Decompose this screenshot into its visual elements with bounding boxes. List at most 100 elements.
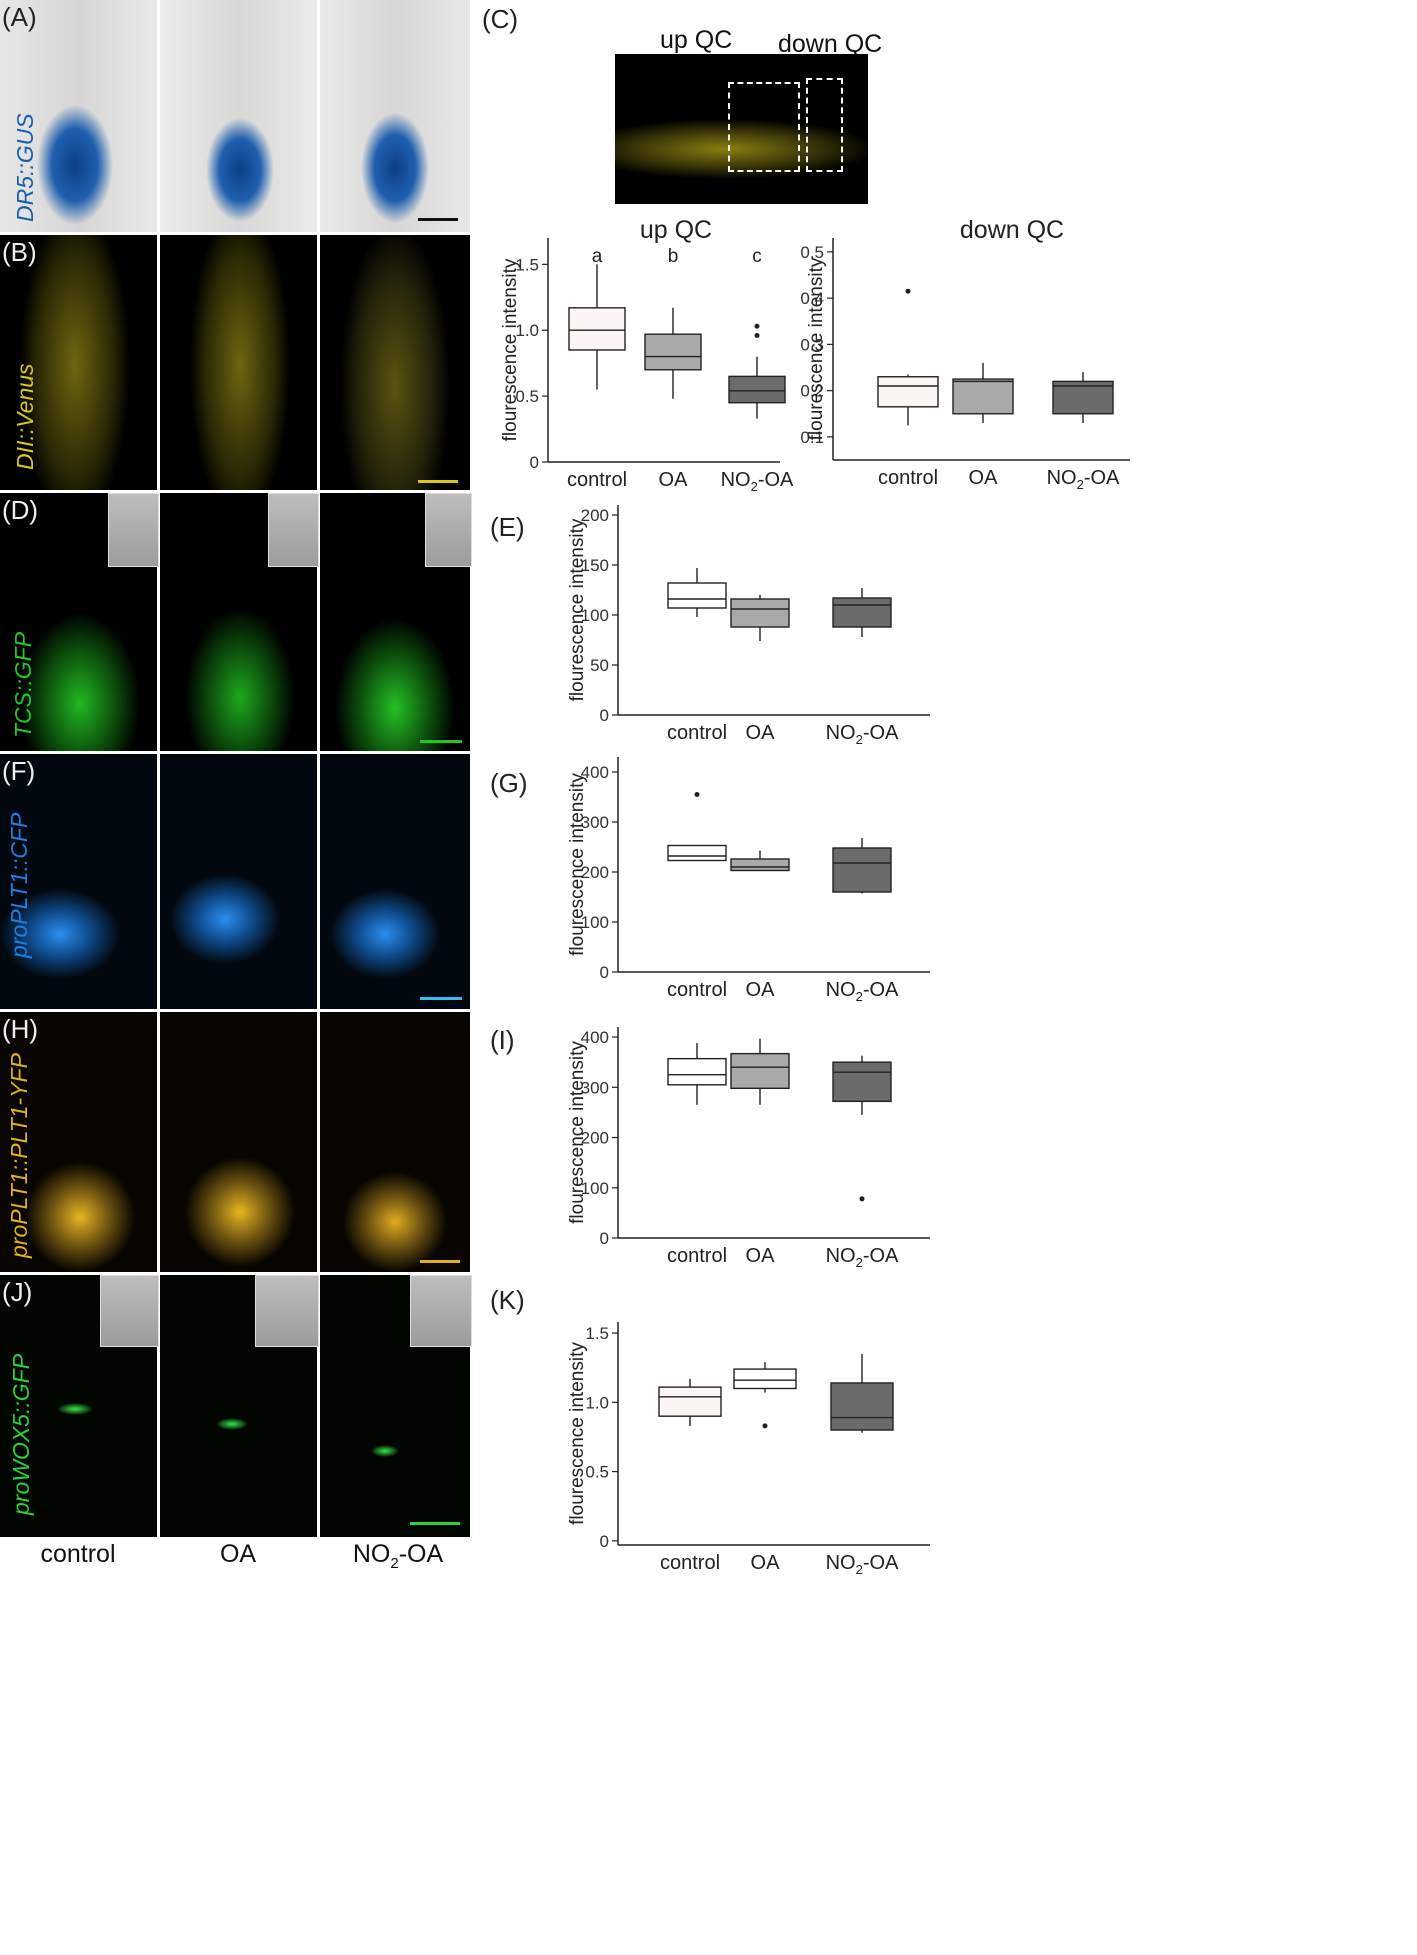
box-no2oa: [832, 838, 892, 894]
y-axis-label: flourescence intensity: [567, 518, 588, 701]
micrograph-plt1-yfp-control: [0, 1012, 157, 1272]
x-tick-label: NO2-OA: [826, 1552, 899, 1577]
box-iqr: [730, 858, 790, 872]
scale-bar-j: [410, 1522, 460, 1525]
y-tick-label: 300: [581, 1078, 609, 1097]
x-tick-label: OA: [746, 979, 776, 1001]
y-tick-label: 0.4: [800, 289, 824, 308]
significance-letter: b: [668, 246, 679, 267]
box-iqr: [730, 1052, 790, 1089]
y-axis-label: flourescence intensity: [500, 258, 521, 441]
x-tick-label: NO2-OA: [826, 979, 899, 1004]
box-iqr: [658, 1386, 722, 1417]
scale-bar-h: [420, 1260, 460, 1263]
box-oa: [730, 850, 790, 872]
x-tick-label: control: [667, 722, 727, 744]
outlier-point: [762, 1423, 768, 1429]
inset-brightfield-d2: [268, 493, 319, 567]
box-iqr: [644, 333, 702, 371]
scale-bar-a: [418, 218, 458, 221]
y-tick-label: 1.0: [515, 321, 539, 340]
y-tick-label: 300: [581, 813, 609, 832]
qc-up-roi: [728, 82, 800, 172]
y-axis-label: flourescence intensity: [806, 257, 827, 440]
y-tick-label: 400: [581, 1028, 609, 1047]
x-tick-label: OA: [969, 467, 999, 489]
y-tick-label: 0.5: [800, 243, 824, 262]
box-no2oa: [728, 323, 786, 419]
micrograph-dr5-gus-oa: [160, 0, 317, 232]
micrograph-dr5-gus-control: [0, 0, 157, 232]
x-tick-label: OA: [746, 1245, 776, 1267]
x-tick-label: NO2-OA: [721, 469, 794, 494]
panel-label-c: (C): [482, 4, 519, 34]
x-tick-label: NO2-OA: [826, 1245, 899, 1270]
box-control: [658, 1378, 722, 1426]
x-tick-label: control: [660, 1552, 720, 1574]
micrograph-dii-venus-oa: [160, 235, 317, 490]
y-tick-label: 1.0: [585, 1393, 609, 1412]
y-tick-label: 200: [581, 506, 609, 525]
micrograph-qc-regions: [615, 54, 868, 204]
y-tick-label: 200: [581, 1129, 609, 1148]
bottom-label-no2oa: NO2-OA: [352, 1540, 444, 1572]
box-oa: [730, 595, 790, 641]
micrograph-plt1-yfp-oa: [160, 1012, 317, 1272]
y-tick-label: 0.3: [800, 335, 824, 354]
scale-bar-f: [420, 997, 462, 1000]
box-no2oa: [1052, 372, 1114, 423]
y-tick-label: 100: [581, 606, 609, 625]
bottom-label-control: control: [40, 1540, 116, 1568]
inset-brightfield-j2: [255, 1275, 319, 1347]
micrograph-tcs-gfp-oa: [160, 493, 317, 751]
y-tick-label: 50: [590, 656, 609, 675]
y-tick-label: 0: [600, 1532, 609, 1551]
panel-label-e: (E): [490, 512, 525, 542]
panel-label-f: (F): [2, 756, 36, 786]
outlier-point: [754, 333, 760, 339]
panel-label-b: (B): [2, 237, 37, 267]
micrograph-plt1-cfp-no2oa: [320, 754, 470, 1009]
box-iqr: [832, 1061, 892, 1103]
box-iqr: [568, 307, 626, 351]
qc-down-roi: [806, 78, 843, 172]
row-label-tcs-gfp: TCS::GFP: [10, 631, 36, 738]
micrograph-dii-venus-no2oa: [320, 235, 470, 490]
x-tick-label: OA: [659, 469, 689, 491]
x-tick-label: NO2-OA: [826, 722, 899, 747]
box-iqr: [832, 847, 892, 893]
y-tick-label: 0: [600, 706, 609, 725]
row-label-wox5-gfp: proWOX5::GFP: [8, 1353, 34, 1515]
x-tick-label: control: [667, 979, 727, 1001]
inset-brightfield-d3: [425, 493, 472, 567]
y-tick-label: 0.2: [800, 382, 824, 401]
chart-title: up QC: [640, 216, 712, 244]
x-tick-label: control: [878, 467, 938, 489]
y-tick-label: 0.5: [585, 1463, 609, 1482]
box-control: [667, 1043, 727, 1105]
chart-title: down QC: [960, 216, 1064, 244]
box-iqr: [952, 378, 1014, 415]
panel-label-i: (I): [490, 1025, 515, 1055]
box-oa: [733, 1362, 797, 1429]
outlier-point: [754, 323, 760, 329]
y-tick-label: 400: [581, 763, 609, 782]
box-no2oa: [832, 588, 892, 637]
y-tick-label: 0: [600, 963, 609, 982]
box-iqr: [733, 1368, 797, 1390]
bottom-label-oa: OA: [219, 1540, 257, 1568]
y-tick-label: 1.5: [515, 255, 539, 274]
panel-label-k: (K): [490, 1285, 525, 1315]
y-tick-label: 0.5: [515, 387, 539, 406]
box-iqr: [1052, 380, 1114, 415]
y-tick-label: 100: [581, 913, 609, 932]
panel-label-g: (G): [490, 768, 528, 798]
x-tick-label: OA: [746, 722, 776, 744]
qc-down-label: down QC: [778, 30, 883, 58]
